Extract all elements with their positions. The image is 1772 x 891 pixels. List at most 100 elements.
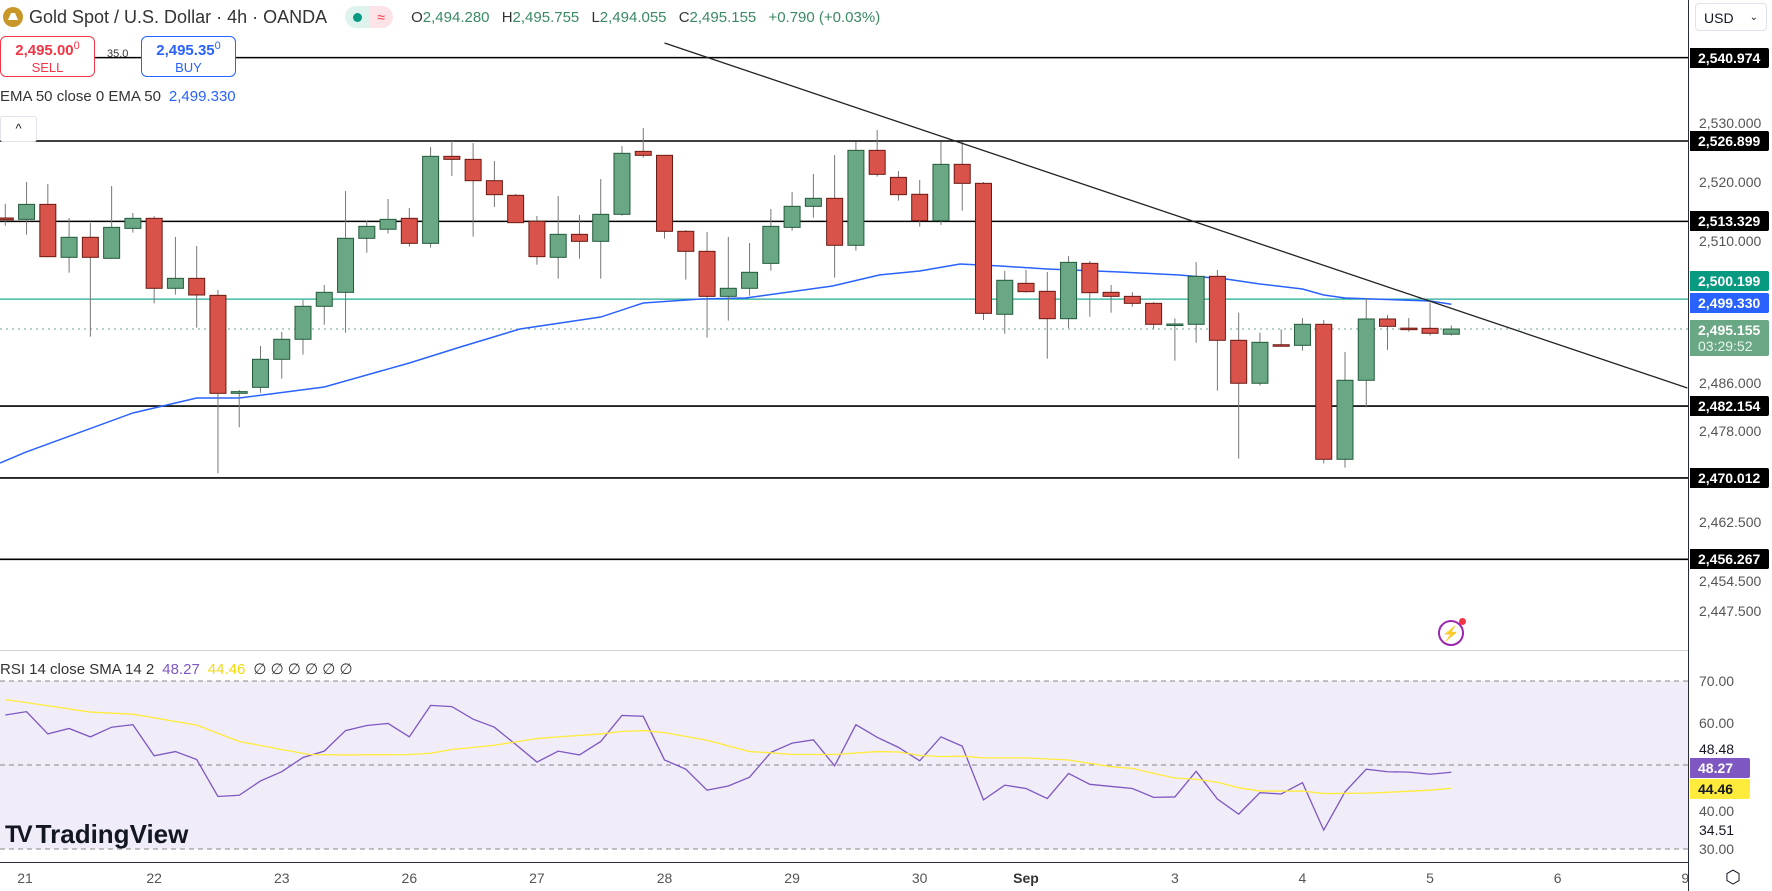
rsi-value-tag: 44.46 xyxy=(1690,779,1750,799)
candle-bullish xyxy=(1293,323,1311,346)
pane-separator[interactable] xyxy=(0,650,1772,651)
candle-bearish xyxy=(485,180,503,196)
candle-bearish xyxy=(1315,323,1333,460)
currency-dropdown[interactable]: USD ⌄ xyxy=(1695,3,1767,31)
high-label: H xyxy=(501,8,513,26)
candle-bearish xyxy=(1272,344,1290,347)
time-axis-label: 30 xyxy=(911,870,928,886)
price-axis-tick: 2,447.500 xyxy=(1699,603,1762,620)
candle-bearish xyxy=(656,154,674,232)
candle-bearish xyxy=(81,236,99,258)
time-axis-label: 29 xyxy=(784,870,800,886)
market-status[interactable]: ≈ xyxy=(345,6,394,28)
candle-bearish xyxy=(698,250,716,297)
time-axis-border xyxy=(0,862,1688,863)
time-axis-label: 21 xyxy=(17,870,33,886)
candle-bearish xyxy=(1421,327,1439,334)
time-axis-label: 9 xyxy=(1681,870,1690,886)
candle-bearish xyxy=(911,193,929,222)
candle-bullish xyxy=(315,291,333,307)
candle-bearish xyxy=(188,277,206,296)
ema-legend[interactable]: EMA 50 close 0 EMA 50 2,499.330 xyxy=(0,88,236,105)
ema-legend-title: EMA 50 close 0 EMA 50 xyxy=(0,88,161,105)
candle-bearish xyxy=(443,155,461,160)
low-label: L xyxy=(591,8,600,26)
price-level-tag: 2,482.154 xyxy=(1690,396,1769,417)
candle-bullish xyxy=(273,338,291,360)
time-axis-label: 26 xyxy=(401,870,418,886)
candle-bearish xyxy=(400,217,418,244)
time-axis-label: 5 xyxy=(1426,870,1434,886)
chart-settings-icon[interactable]: ⬡ xyxy=(1725,867,1741,887)
candle-bullish xyxy=(1357,318,1375,381)
candle-bearish xyxy=(1123,295,1141,304)
candle-bearish xyxy=(1208,275,1226,341)
rsi-axis-tick: 70.00 xyxy=(1699,673,1735,689)
time-axis-label: 28 xyxy=(656,870,673,886)
rsi-value-tag: 48.27 xyxy=(1690,758,1750,778)
time-axis-label: 27 xyxy=(529,870,545,886)
price-axis-tick: 2,510.000 xyxy=(1699,233,1762,250)
price-axis-tick: 2,486.000 xyxy=(1699,375,1762,392)
rsi-axis-tick: 40.00 xyxy=(1699,803,1735,819)
candle-bearish xyxy=(570,233,588,242)
ema-50-line xyxy=(0,263,1452,464)
candle-bullish xyxy=(60,236,78,258)
candle-bearish xyxy=(1145,302,1163,325)
buy-price-pip: 0 xyxy=(214,40,221,52)
chevron-up-icon: ^ xyxy=(15,121,22,136)
candle-bullish xyxy=(103,226,121,259)
change-value: +0.790 (+0.03%) xyxy=(768,8,881,26)
spread-value: 35.0 xyxy=(107,48,129,60)
sell-label: SELL xyxy=(31,60,64,75)
sell-price: 2,495.00 xyxy=(15,42,74,59)
candle-bullish xyxy=(1166,323,1184,327)
time-axis-label: 3 xyxy=(1170,870,1179,886)
open-value: 2,494.280 xyxy=(422,8,490,26)
open-label: O xyxy=(411,8,423,26)
candle-bullish xyxy=(124,217,142,229)
collapse-legend-button[interactable]: ^ xyxy=(0,116,37,142)
candle-bearish xyxy=(0,217,14,221)
price-axis-tick: 2,462.500 xyxy=(1699,514,1762,531)
time-axis-label: 22 xyxy=(146,870,162,886)
candle-bearish xyxy=(868,149,886,175)
price-axis[interactable]: USD ⌄ 2,530.000 2,520.000 2,510.000 2,486.00… xyxy=(1688,0,1772,891)
candle-bullish xyxy=(1251,341,1269,384)
candle-bullish xyxy=(932,163,950,222)
candle-bearish xyxy=(507,194,525,224)
ema-legend-value: 2,499.330 xyxy=(168,88,236,105)
rsi-legend[interactable]: RSI 14 close SMA 14 2 48.27 44.46 ∅ ∅ ∅ ∅ ∅… xyxy=(0,660,353,678)
candle-bearish xyxy=(145,217,163,289)
candle-bullish xyxy=(549,233,567,258)
candle-bearish xyxy=(1102,291,1120,297)
candle-bullish xyxy=(337,237,355,293)
high-value: 2,495.755 xyxy=(512,8,580,26)
candle-bearish xyxy=(974,182,992,314)
current-price-value: 2,495.155 xyxy=(1698,322,1761,338)
rsi-axis-tick: 60.00 xyxy=(1699,715,1735,731)
price-level-tag: 2,513.329 xyxy=(1690,211,1769,232)
candle-bullish xyxy=(592,213,610,242)
sell-button[interactable]: 2,495.000 SELL xyxy=(0,36,95,77)
rsi-legend-title: RSI 14 close SMA 14 2 xyxy=(0,661,155,678)
candle-bullish xyxy=(422,155,440,244)
candle-bearish xyxy=(464,158,482,182)
symbol-title[interactable]: Gold Spot / U.S. Dollar · 4h · OANDA xyxy=(29,6,328,27)
notification-dot-icon xyxy=(1459,618,1466,625)
price-chart[interactable] xyxy=(0,0,1688,862)
price-level-tag: 2,526.899 xyxy=(1690,131,1769,151)
low-value: 2,494.055 xyxy=(599,8,667,26)
tradingview-wordmark: TradingView xyxy=(35,819,189,849)
rsi-axis-tick: 30.00 xyxy=(1699,841,1735,857)
time-axis-label: 23 xyxy=(273,870,290,886)
candle-bullish xyxy=(762,225,780,264)
trendline xyxy=(664,42,1688,389)
price-axis-tick: 2,454.500 xyxy=(1699,573,1762,589)
candle-bullish xyxy=(166,277,184,289)
candle-bearish xyxy=(209,294,227,394)
rsi-axis-marker-label: 48.48 xyxy=(1699,741,1735,757)
lightning-alert-icon[interactable]: ⚡ xyxy=(1438,618,1466,646)
tradingview-logo[interactable]: TV TradingView xyxy=(5,819,188,850)
buy-button[interactable]: 2,495.350 BUY xyxy=(141,36,236,77)
